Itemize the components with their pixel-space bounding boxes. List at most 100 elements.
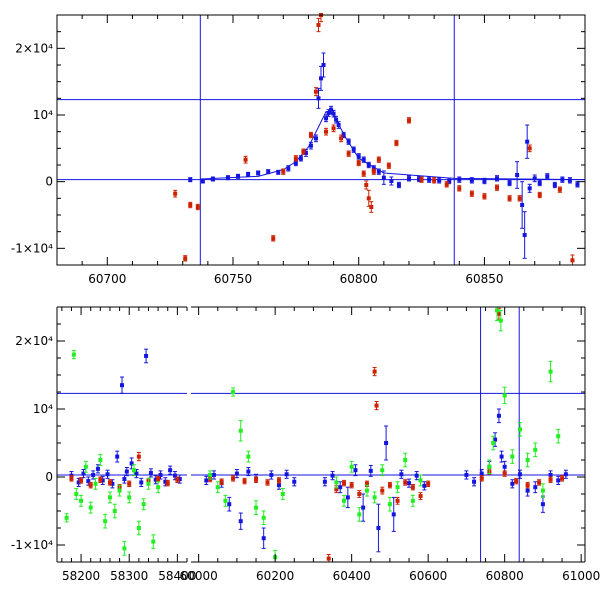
data-point-red bbox=[507, 196, 512, 201]
x-tick-label: 60400 bbox=[333, 569, 371, 583]
data-point-red bbox=[349, 483, 354, 488]
data-point-blue bbox=[336, 123, 341, 127]
data-point-blue bbox=[537, 181, 542, 185]
data-point-red bbox=[79, 478, 84, 483]
data-point-green bbox=[156, 485, 161, 490]
data-point-red bbox=[380, 488, 385, 493]
data-point-blue bbox=[502, 464, 507, 469]
data-point-blue bbox=[148, 470, 153, 475]
data-point-red bbox=[495, 185, 499, 190]
data-point-red bbox=[173, 191, 178, 196]
y-tick-label: -1×10⁴ bbox=[11, 538, 53, 552]
data-point-green bbox=[372, 495, 377, 500]
x-tick-label: 58200 bbox=[62, 569, 100, 583]
x-tick-label: 60800 bbox=[486, 569, 524, 583]
data-point-green bbox=[334, 480, 339, 485]
data-point-blue bbox=[124, 469, 129, 474]
data-point-green bbox=[487, 464, 492, 469]
data-point-red bbox=[346, 151, 351, 156]
data-point-blue bbox=[548, 472, 553, 477]
data-point-green bbox=[151, 539, 156, 544]
data-point-blue bbox=[464, 472, 469, 477]
data-point-green bbox=[502, 393, 507, 398]
data-point-blue bbox=[303, 151, 308, 155]
data-point-red bbox=[334, 487, 339, 492]
y-tick-label: 2×10⁴ bbox=[15, 334, 53, 348]
data-point-blue bbox=[381, 175, 386, 180]
data-point-blue bbox=[482, 179, 487, 183]
data-point-blue bbox=[376, 169, 381, 174]
data-point-green bbox=[357, 512, 362, 517]
axis-segment-1: 58200 58300 58400 bbox=[57, 307, 196, 583]
data-point-blue bbox=[122, 477, 127, 482]
data-point-green bbox=[74, 492, 79, 496]
top-panel: -1×10⁴ 0 10⁴ 2×10⁴ 60700 60750 60800 60850 bbox=[11, 13, 586, 286]
data-point-red bbox=[271, 236, 276, 241]
data-point-blue bbox=[316, 96, 321, 101]
data-point-green bbox=[71, 352, 76, 357]
x-tick-label: 58300 bbox=[110, 569, 148, 583]
data-point-green bbox=[107, 495, 112, 500]
axis-segment-2: 60000 60200 60400 60600 60800 61000 bbox=[180, 306, 600, 583]
y-tick-label: 10⁴ bbox=[33, 402, 53, 416]
data-point-green bbox=[349, 464, 354, 469]
data-point-red bbox=[313, 89, 318, 94]
data-point-blue bbox=[515, 173, 520, 177]
data-point-blue bbox=[158, 472, 163, 477]
data-point-red bbox=[374, 403, 379, 408]
data-point-blue bbox=[417, 177, 422, 181]
data-point-green bbox=[410, 498, 415, 503]
data-point-blue bbox=[447, 179, 452, 183]
data-point-blue bbox=[319, 76, 323, 81]
data-point-green bbox=[495, 308, 500, 313]
data-point-blue bbox=[356, 154, 361, 159]
data-point-blue bbox=[100, 478, 105, 483]
data-point-green bbox=[364, 488, 369, 493]
y-tick-label: -1×10⁴ bbox=[11, 241, 53, 255]
data-point-green bbox=[136, 526, 141, 530]
data-point-red bbox=[426, 481, 431, 486]
data-point-blue bbox=[560, 177, 565, 182]
data-point-green bbox=[517, 427, 522, 432]
x-tick-label: 60750 bbox=[214, 272, 252, 286]
data-point-blue bbox=[533, 485, 538, 490]
data-point-green bbox=[93, 481, 98, 486]
data-point-red bbox=[242, 479, 247, 484]
data-point-blue bbox=[341, 133, 346, 137]
data-point-blue bbox=[188, 177, 193, 182]
data-point-blue bbox=[256, 171, 261, 175]
data-point-red bbox=[394, 141, 399, 145]
data-point-blue bbox=[472, 479, 477, 484]
data-point-green bbox=[64, 515, 69, 520]
data-point-blue bbox=[86, 479, 91, 484]
data-point-red bbox=[366, 196, 371, 201]
data-point-blue bbox=[384, 441, 389, 445]
data-point-green bbox=[533, 447, 538, 452]
data-point-red bbox=[502, 471, 507, 476]
data-point-red bbox=[548, 477, 553, 482]
data-point-blue bbox=[361, 505, 366, 510]
data-point-red bbox=[276, 478, 281, 483]
data-point-red bbox=[444, 182, 449, 187]
data-point-red bbox=[69, 476, 74, 481]
data-point-blue bbox=[276, 170, 281, 175]
data-point-green bbox=[112, 509, 117, 513]
x-tick-label: 60000 bbox=[180, 569, 218, 583]
data-point-blue bbox=[168, 468, 173, 473]
data-point-green bbox=[141, 502, 146, 507]
data-point-red bbox=[316, 23, 321, 27]
data-point-blue bbox=[552, 183, 557, 187]
data-point-red bbox=[410, 485, 415, 490]
data-point-red bbox=[88, 483, 93, 488]
data-point-green bbox=[238, 428, 243, 433]
data-point-green bbox=[387, 502, 392, 507]
y-tick-label: 0 bbox=[45, 470, 53, 484]
data-point-blue bbox=[422, 483, 427, 488]
data-point-blue bbox=[545, 174, 550, 179]
data-point-blue bbox=[120, 383, 124, 388]
data-point-blue bbox=[110, 481, 115, 486]
data-point-blue bbox=[351, 147, 356, 152]
data-point-blue bbox=[525, 139, 530, 144]
data-point-blue bbox=[575, 182, 580, 187]
